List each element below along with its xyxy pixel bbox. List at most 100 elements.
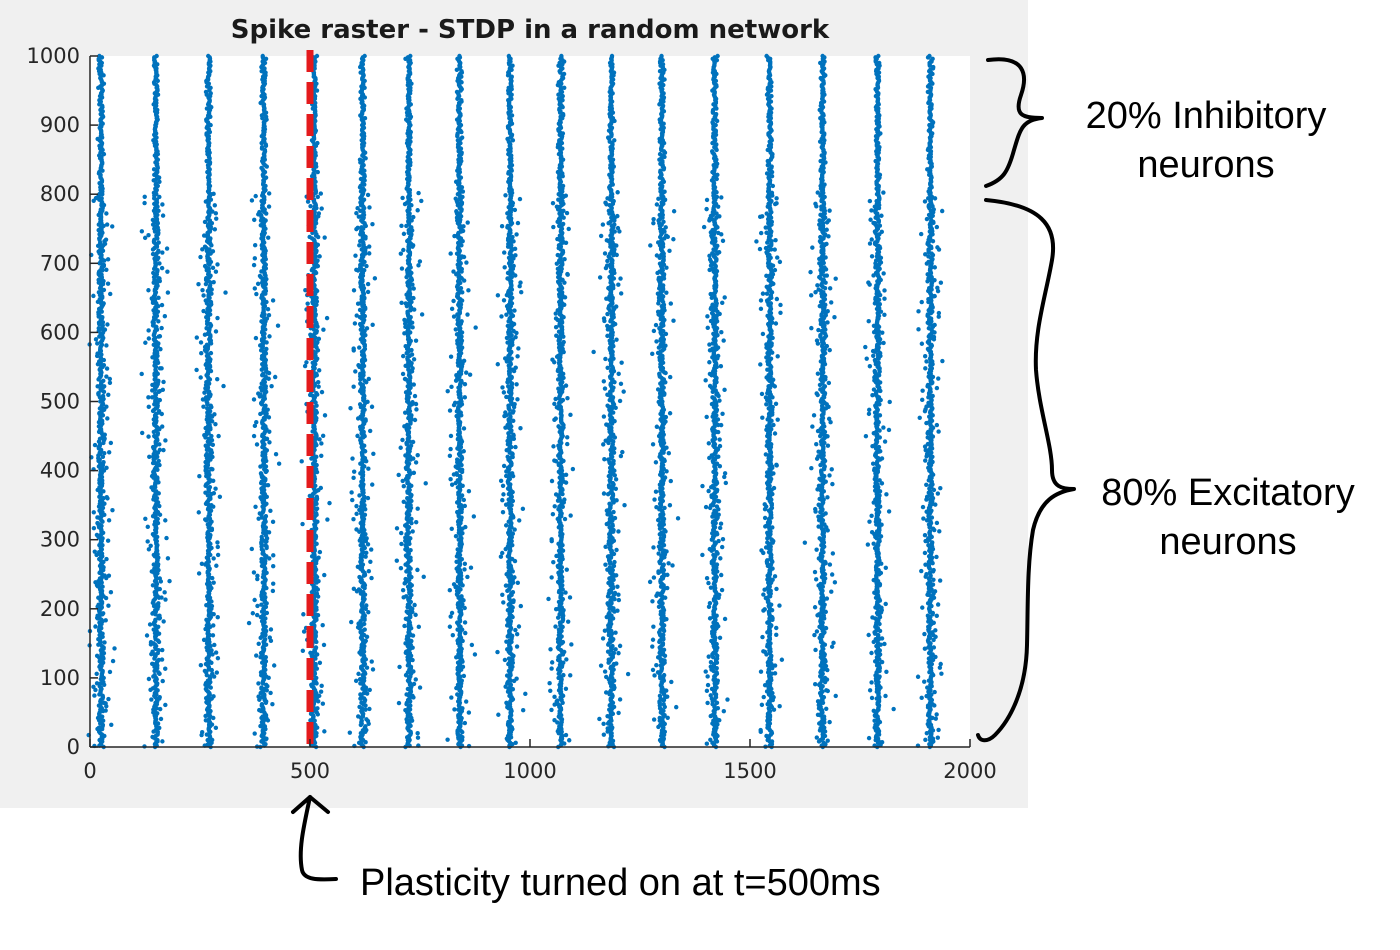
spike-dot [454, 655, 459, 660]
spike-dot [364, 459, 369, 464]
spike-dot [259, 356, 265, 361]
spike-dot [102, 450, 107, 456]
spike-dot [266, 204, 272, 209]
spike-dot [205, 569, 211, 574]
spike-dot [159, 411, 164, 417]
spike-dot [160, 213, 166, 218]
spike-dot [94, 615, 100, 621]
spike-dot [402, 376, 408, 382]
spike-dot [355, 416, 361, 421]
spike-dot [155, 225, 160, 230]
spike-dot [364, 727, 369, 733]
spike-dot [372, 276, 378, 281]
spike-dot [403, 363, 408, 369]
spike-dot [155, 571, 160, 576]
spike-dot [419, 198, 424, 204]
spike-dot [318, 689, 324, 694]
spike-dot [211, 478, 216, 483]
spike-dot [149, 651, 154, 657]
spike-dot [315, 613, 321, 618]
spike-dot [157, 586, 162, 592]
spike-dot [154, 351, 160, 356]
spike-dot [151, 446, 156, 451]
spike-dot [161, 619, 166, 624]
spike-dot [260, 53, 265, 59]
spike-dot [362, 596, 367, 602]
spike-dot [209, 648, 214, 653]
spike-dot [101, 378, 106, 383]
spike-dot [155, 382, 160, 387]
spike-dot [364, 550, 369, 556]
spike-dot [252, 597, 257, 603]
spike-dot [146, 395, 151, 400]
spike-dot [206, 502, 211, 507]
spike-dot [159, 325, 164, 331]
spike-dot [360, 395, 366, 401]
spike-dot [403, 650, 409, 656]
spike-dot [399, 223, 404, 229]
spike-dot [252, 256, 258, 261]
spike-dot [459, 135, 465, 140]
spike-dot [360, 333, 366, 338]
spike-dot [310, 429, 315, 434]
spike-dot [204, 699, 209, 705]
spike-dot [458, 540, 464, 546]
spike-dot [272, 663, 277, 668]
spike-dot [252, 217, 257, 223]
spike-dot [409, 228, 415, 233]
spike-dot [198, 375, 203, 380]
spike-dot [299, 459, 304, 464]
spike-dot [356, 363, 361, 368]
spike-dot [270, 298, 276, 303]
spike-dot [457, 53, 462, 59]
spike-dot [364, 691, 370, 696]
spike-dot [108, 590, 114, 595]
spike-dot [104, 495, 109, 500]
spike-dot [353, 253, 358, 258]
spike-dot [254, 612, 260, 618]
spike-dot [160, 387, 166, 393]
spike-dot [95, 341, 100, 346]
spike-dot [109, 722, 114, 728]
spike-dot [325, 517, 330, 522]
spike-dot [249, 198, 255, 203]
spike-dot [264, 539, 269, 544]
spike-dot [399, 541, 404, 547]
spike-dot [205, 414, 210, 419]
spike-dot [327, 500, 332, 506]
spike-dot [447, 587, 453, 593]
spike-dot [155, 551, 160, 557]
spike-dot [407, 737, 412, 743]
spike-dot [259, 319, 264, 324]
spike-dot [159, 657, 165, 662]
spike-dot [363, 657, 369, 662]
spike-dot [259, 269, 264, 274]
spike-dot [259, 145, 265, 150]
spike-dot [307, 392, 313, 398]
spike-dot [369, 659, 374, 664]
spike-dot [254, 442, 260, 447]
spike-dot [205, 298, 210, 303]
spike-dot [252, 286, 258, 291]
spike-dot [95, 604, 100, 609]
spike-dot [258, 223, 264, 228]
spike-dot [263, 316, 268, 321]
spike-dot [104, 222, 110, 227]
spike-dot [203, 718, 209, 723]
spike-dot [211, 279, 216, 285]
spike-dot [311, 681, 316, 686]
spike-dot [409, 369, 415, 374]
spike-dot [360, 686, 365, 691]
spike-dot [104, 366, 110, 371]
spike-dot [215, 655, 221, 661]
spike-dot [263, 350, 268, 355]
spike-dot [356, 671, 361, 677]
spike-dot [261, 647, 266, 653]
spike-dot [408, 712, 413, 717]
spike-dot [461, 449, 466, 454]
spike-dot [319, 441, 324, 446]
spike-dot [146, 288, 151, 293]
spike-dot [95, 136, 100, 142]
spike-dot [305, 301, 310, 306]
spike-dot [404, 516, 410, 522]
